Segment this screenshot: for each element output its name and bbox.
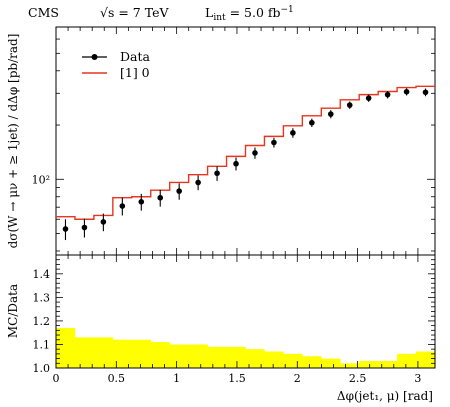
energy-label: √s = 7 TeV bbox=[100, 5, 169, 20]
ratio-band-bin bbox=[264, 351, 284, 368]
ratio-band-bin bbox=[378, 360, 398, 368]
ratio-band-bin bbox=[302, 356, 322, 368]
luminosity-superscript: −1 bbox=[281, 5, 294, 15]
data-point bbox=[309, 119, 315, 126]
legend: Data [1] 0 bbox=[82, 49, 150, 80]
xtick-label: 1.5 bbox=[228, 372, 246, 385]
luminosity-subscript: int bbox=[213, 13, 226, 23]
ratio-band-bin bbox=[112, 339, 133, 368]
xtick-label: 2 bbox=[294, 372, 301, 385]
ratio-band-bin bbox=[416, 351, 436, 368]
ratio-band-bin bbox=[169, 344, 189, 368]
ratio-band-bin bbox=[74, 337, 95, 368]
data-point bbox=[176, 188, 182, 194]
ratio-ytick-label: 1.1 bbox=[33, 338, 51, 351]
data-point bbox=[119, 203, 126, 209]
legend-mc-label: [1] 0 bbox=[120, 65, 150, 80]
xlabel: Δφ(jet₁, μ) [rad] bbox=[337, 389, 433, 403]
main-ticks bbox=[55, 26, 435, 255]
ratio-ticks bbox=[55, 254, 435, 369]
xtick-label: 0.5 bbox=[108, 372, 126, 385]
xtick-label: 2.5 bbox=[349, 372, 367, 385]
ratio-band-bin bbox=[397, 353, 417, 368]
main-ytick-labels: 10² bbox=[32, 173, 50, 186]
ratio-band-bin bbox=[340, 363, 360, 368]
data-point bbox=[195, 179, 201, 186]
data-point bbox=[214, 170, 220, 177]
mc-histogram-line bbox=[56, 85, 435, 220]
mc-histogram bbox=[56, 85, 435, 220]
ratio-band-bin bbox=[207, 346, 227, 368]
data-point bbox=[252, 150, 258, 156]
data-point bbox=[62, 226, 69, 232]
ratio-band-bin bbox=[188, 344, 208, 368]
ratio-band-bin bbox=[56, 327, 76, 368]
data-point bbox=[233, 160, 239, 167]
data-point bbox=[271, 139, 277, 146]
main-frame bbox=[55, 26, 436, 256]
luminosity-symbol: L bbox=[205, 5, 213, 20]
data-point bbox=[290, 130, 296, 136]
data-point bbox=[365, 95, 372, 101]
xtick-label: 1 bbox=[173, 372, 180, 385]
data-point bbox=[138, 198, 145, 205]
ratio-band-bin bbox=[131, 339, 152, 368]
main-panel: 10² Data [1] 0 dσ(W → μν + ≥ 1jet) / dΔφ… bbox=[6, 26, 436, 256]
ratio-band bbox=[56, 327, 436, 368]
data-point bbox=[422, 89, 429, 96]
ratio-ytick-label: 1.4 bbox=[33, 268, 51, 281]
data-point bbox=[346, 102, 353, 108]
legend-data-label: Data bbox=[120, 49, 150, 64]
ratio-ytick-label: 1.2 bbox=[33, 315, 51, 328]
ratio-band-bin bbox=[321, 358, 341, 368]
data-points bbox=[62, 88, 429, 241]
xtick-labels: 0 0.5 1 1.5 2 2.5 3 bbox=[53, 372, 422, 385]
legend-data-marker bbox=[91, 54, 98, 60]
ratio-ytick-labels: 1.0 1.1 1.2 1.3 1.4 bbox=[33, 268, 51, 375]
ratio-band-bin bbox=[245, 349, 265, 368]
data-point bbox=[81, 224, 88, 231]
ratio-ytick-label: 1.0 bbox=[33, 362, 51, 375]
luminosity-label: Lint = 5.0 fb−1 bbox=[205, 5, 294, 23]
xtick-label: 0 bbox=[53, 372, 60, 385]
luminosity-value: = 5.0 fb bbox=[226, 5, 281, 20]
ratio-band-bin bbox=[283, 353, 303, 368]
main-ylabel: dσ(W → μν + ≥ 1jet) / dΔφ [pb/rad] bbox=[6, 34, 20, 249]
ratio-band-bin bbox=[150, 342, 171, 368]
data-point bbox=[157, 194, 164, 201]
ratio-ylabel: MC/Data bbox=[6, 284, 20, 338]
data-point bbox=[327, 111, 334, 117]
data-point bbox=[384, 91, 391, 98]
ratio-ytick-label: 1.3 bbox=[33, 291, 51, 304]
data-point bbox=[100, 219, 107, 225]
experiment-label: CMS bbox=[28, 5, 59, 20]
main-ytick-label: 10² bbox=[32, 173, 50, 186]
ratio-band-bin bbox=[359, 360, 379, 368]
data-point bbox=[403, 88, 410, 95]
ratio-band-bin bbox=[226, 346, 246, 368]
ratio-panel: 1.0 1.1 1.2 1.3 1.4 0 0.5 1 1.5 2 2.5 3 MC/Data Δφ… bbox=[6, 254, 436, 403]
ratio-band-bin bbox=[93, 337, 114, 368]
xtick-label: 3 bbox=[414, 372, 421, 385]
